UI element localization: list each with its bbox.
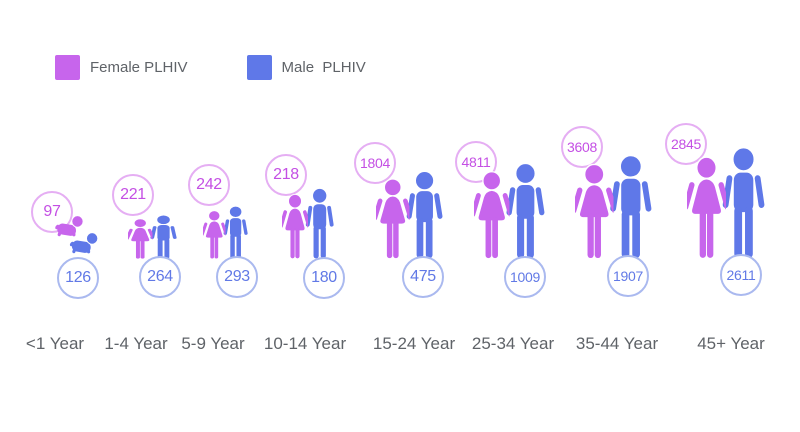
female-count-bubble: 97: [31, 191, 73, 233]
figures-icon: [687, 147, 765, 259]
female-count-bubble: 1804: [354, 142, 396, 184]
age-group-label: 15-24 Year: [372, 334, 456, 353]
female-count-bubble: 3608: [561, 126, 603, 168]
legend-female-label: Female PLHIV: [90, 59, 188, 76]
age-group-label: 35-44 Year: [575, 334, 659, 353]
age-group-label: 5-9 Year: [181, 334, 245, 353]
male-count-bubble: 1907: [607, 255, 649, 297]
age-group-label: <1 Year: [25, 334, 85, 353]
legend-male-label: Male PLHIV: [281, 59, 366, 76]
age-group-label: 45+ Year: [697, 334, 765, 353]
female-count-bubble: 221: [112, 174, 154, 216]
legend-item-male: Male PLHIV: [246, 55, 366, 80]
figures-icon: [54, 215, 98, 255]
male-count-bubble: 126: [57, 257, 99, 299]
age-group-label: 10-14 Year: [263, 334, 347, 353]
male-count-bubble: 2611: [720, 254, 762, 296]
figures-icon: [375, 171, 443, 259]
age-group-label: 1-4 Year: [104, 334, 168, 353]
male-count-bubble: 293: [216, 256, 258, 298]
figures-icon: [574, 155, 652, 259]
figures-icon: [127, 215, 177, 259]
male-count-bubble: 475: [402, 256, 444, 298]
legend: Female PLHIV Male PLHIV: [55, 55, 366, 80]
female-count-bubble: 242: [188, 164, 230, 206]
male-swatch-icon: [246, 55, 272, 80]
male-count-bubble: 1009: [504, 256, 546, 298]
figures-icon: [282, 188, 334, 259]
figures-icon: [202, 206, 248, 259]
legend-item-female: Female PLHIV: [55, 55, 188, 80]
figures-icon: [473, 163, 545, 259]
male-count-bubble: 264: [139, 256, 181, 298]
female-swatch-icon: [55, 55, 80, 80]
female-count-bubble: 218: [265, 154, 307, 196]
age-group-label: 25-34 Year: [471, 334, 555, 353]
male-count-bubble: 180: [303, 257, 345, 299]
female-count-bubble: 2845: [665, 123, 707, 165]
